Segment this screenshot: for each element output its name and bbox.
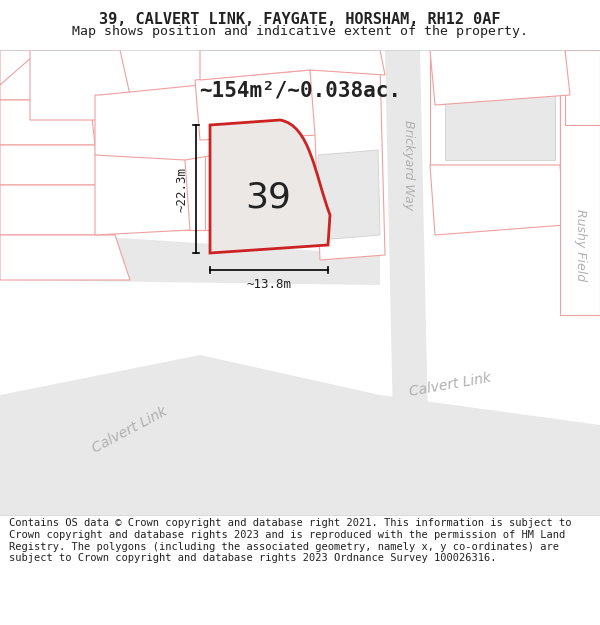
Polygon shape <box>0 50 90 100</box>
Polygon shape <box>310 65 385 260</box>
Text: Rushy Field: Rushy Field <box>574 209 587 281</box>
Text: ~22.3m: ~22.3m <box>175 166 188 211</box>
Text: Brickyard Way: Brickyard Way <box>401 120 415 210</box>
Polygon shape <box>95 155 190 235</box>
Polygon shape <box>95 85 215 165</box>
Text: Calvert Link: Calvert Link <box>408 371 492 399</box>
Polygon shape <box>430 50 560 165</box>
Polygon shape <box>430 50 600 165</box>
Polygon shape <box>0 355 600 515</box>
Polygon shape <box>200 50 385 80</box>
Polygon shape <box>445 85 555 160</box>
Polygon shape <box>100 150 155 230</box>
Polygon shape <box>385 50 430 515</box>
Polygon shape <box>430 165 565 235</box>
Polygon shape <box>0 145 100 185</box>
Polygon shape <box>0 50 40 85</box>
Text: ~13.8m: ~13.8m <box>247 278 292 291</box>
Polygon shape <box>560 50 600 165</box>
Text: Map shows position and indicative extent of the property.: Map shows position and indicative extent… <box>72 24 528 38</box>
Polygon shape <box>430 50 570 105</box>
Polygon shape <box>0 185 115 235</box>
Polygon shape <box>205 150 255 230</box>
Text: ~154m²/~0.038ac.: ~154m²/~0.038ac. <box>199 80 401 100</box>
PathPatch shape <box>210 120 330 253</box>
Polygon shape <box>155 150 205 230</box>
Polygon shape <box>0 230 380 285</box>
Polygon shape <box>318 150 380 240</box>
Text: 39: 39 <box>245 180 291 214</box>
Polygon shape <box>0 100 95 145</box>
Polygon shape <box>565 50 600 125</box>
Polygon shape <box>560 50 600 315</box>
Text: Calvert Link: Calvert Link <box>90 404 170 456</box>
Text: 39, CALVERT LINK, FAYGATE, HORSHAM, RH12 0AF: 39, CALVERT LINK, FAYGATE, HORSHAM, RH12… <box>99 12 501 28</box>
Polygon shape <box>195 70 320 140</box>
Polygon shape <box>0 235 130 280</box>
Polygon shape <box>30 50 130 120</box>
Text: Contains OS data © Crown copyright and database right 2021. This information is : Contains OS data © Crown copyright and d… <box>9 518 571 563</box>
